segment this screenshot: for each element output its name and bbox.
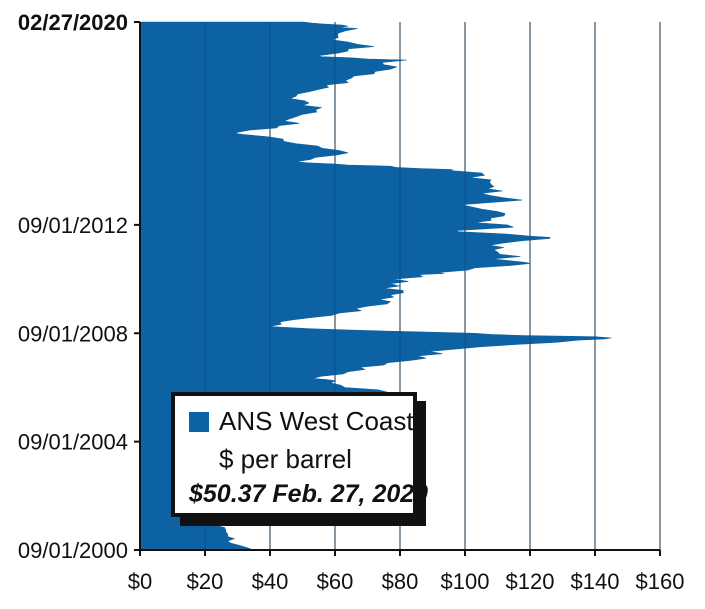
y-axis-ticks: 02/27/2020 09/01/2012 09/01/2008 09/01/2004…: [18, 10, 140, 563]
x-tick-label: $120: [506, 569, 555, 594]
x-tick-label: $160: [636, 569, 685, 594]
y-tick-label: 02/27/2020: [18, 10, 128, 35]
x-tick-label: $100: [441, 569, 490, 594]
x-tick-label: $40: [252, 569, 289, 594]
x-axis-ticks: $0 $20 $40 $60 $80 $100 $120 $140 $160: [128, 550, 685, 594]
x-tick-label: $0: [128, 569, 152, 594]
legend-unit-label: $ per barrel: [219, 444, 352, 474]
legend-series-label: ANS West Coast: [219, 406, 414, 436]
legend-swatch: [189, 412, 209, 432]
x-tick-label: $60: [317, 569, 354, 594]
legend-box: ANS West Coast $ per barrel $50.37 Feb. …: [171, 392, 428, 517]
x-tick-label: $20: [187, 569, 224, 594]
legend-latest-value: $50.37 Feb. 27, 2020: [189, 480, 429, 508]
x-tick-label: $140: [571, 569, 620, 594]
x-tick-label: $80: [382, 569, 419, 594]
y-tick-label: 09/01/2000: [18, 538, 128, 563]
y-tick-label: 09/01/2004: [18, 430, 128, 455]
y-tick-label: 09/01/2012: [18, 213, 128, 238]
y-tick-label: 09/01/2008: [18, 321, 128, 346]
